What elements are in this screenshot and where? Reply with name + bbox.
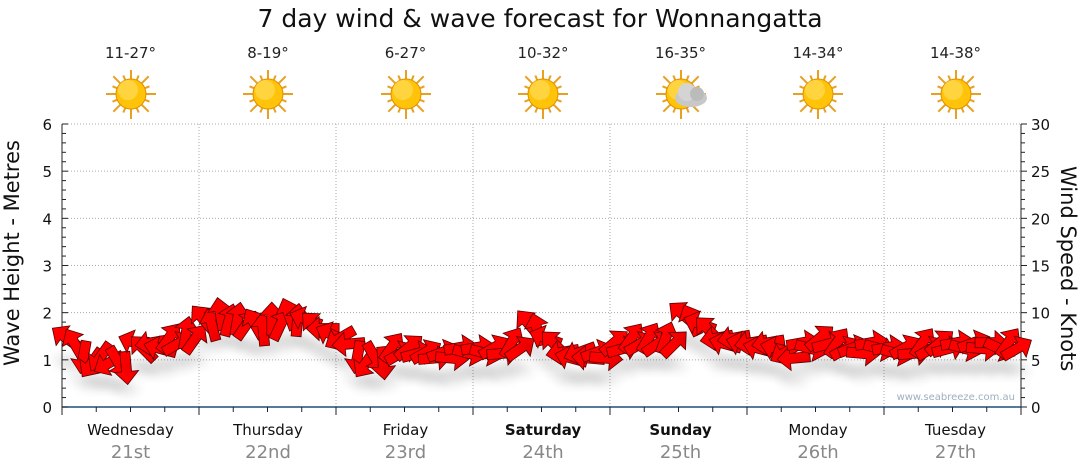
partly-cloudy-icon [621, 69, 741, 120]
day-temp: 14-34° [792, 44, 844, 62]
arrow-shadow [112, 383, 141, 396]
left-tick-label: 1 [42, 352, 52, 370]
watermark: www.seabreeze.com.au [897, 392, 1015, 403]
day-temp: 8-19° [247, 44, 289, 62]
sun-icon [483, 69, 603, 120]
day-temp: 16-35° [654, 44, 707, 62]
day-name: Thursday [233, 421, 303, 439]
day-date: 26th [797, 442, 839, 463]
left-tick-label: 6 [42, 116, 52, 134]
day-name: Saturday [504, 421, 582, 439]
sun-icon [208, 69, 328, 120]
day-temp: 11-27° [104, 44, 157, 62]
day-name: Tuesday [924, 421, 987, 439]
left-tick-label: 2 [42, 305, 52, 323]
arrow-shadow [1002, 364, 1031, 377]
sun-icon [71, 69, 191, 120]
arrow-shadow [591, 374, 620, 387]
left-tick-label: 5 [42, 163, 52, 181]
day-date: 21st [110, 442, 151, 463]
day-temp: 14-38° [929, 44, 982, 62]
day-temp: 6-27° [384, 44, 427, 62]
wind-arrow [999, 335, 1032, 362]
chart-title: 7 day wind & wave forecast for Wonnangat… [257, 4, 823, 33]
sun-icon [896, 69, 1016, 120]
right-tick-label: 15 [1031, 258, 1050, 276]
day-temp: 10-32° [517, 44, 569, 62]
wind-arrow [331, 331, 366, 358]
day-date: 24th [522, 442, 564, 463]
day-date: 27th [934, 442, 977, 463]
right-tick-label: 5 [1031, 352, 1041, 370]
day-name: Monday [788, 421, 848, 439]
left-tick-label: 3 [42, 258, 52, 276]
left-tick-label: 0 [42, 399, 52, 417]
right-tick-label: 25 [1031, 163, 1050, 181]
arrow-shadow [660, 359, 689, 372]
right-tick-label: 30 [1031, 116, 1050, 134]
day-name: Wednesday [87, 421, 174, 439]
left-tick-label: 4 [42, 210, 52, 228]
day-name: Sunday [649, 421, 712, 439]
sun-icon [346, 69, 466, 120]
day-name: Friday [382, 421, 429, 439]
arrow-shadow [780, 374, 809, 387]
arrow-shadow [180, 355, 209, 368]
sun-icon [758, 69, 878, 120]
wind-arrows [51, 297, 1032, 396]
day-date: 25th [659, 442, 702, 463]
arrow-shadow [506, 364, 535, 377]
right-tick-label: 20 [1031, 210, 1050, 228]
day-date: 22nd [245, 442, 291, 463]
arrow-shadow [369, 378, 398, 391]
right-tick-label: 10 [1031, 305, 1050, 323]
right-tick-label: 0 [1031, 399, 1041, 417]
day-date: 23rd [384, 442, 427, 463]
